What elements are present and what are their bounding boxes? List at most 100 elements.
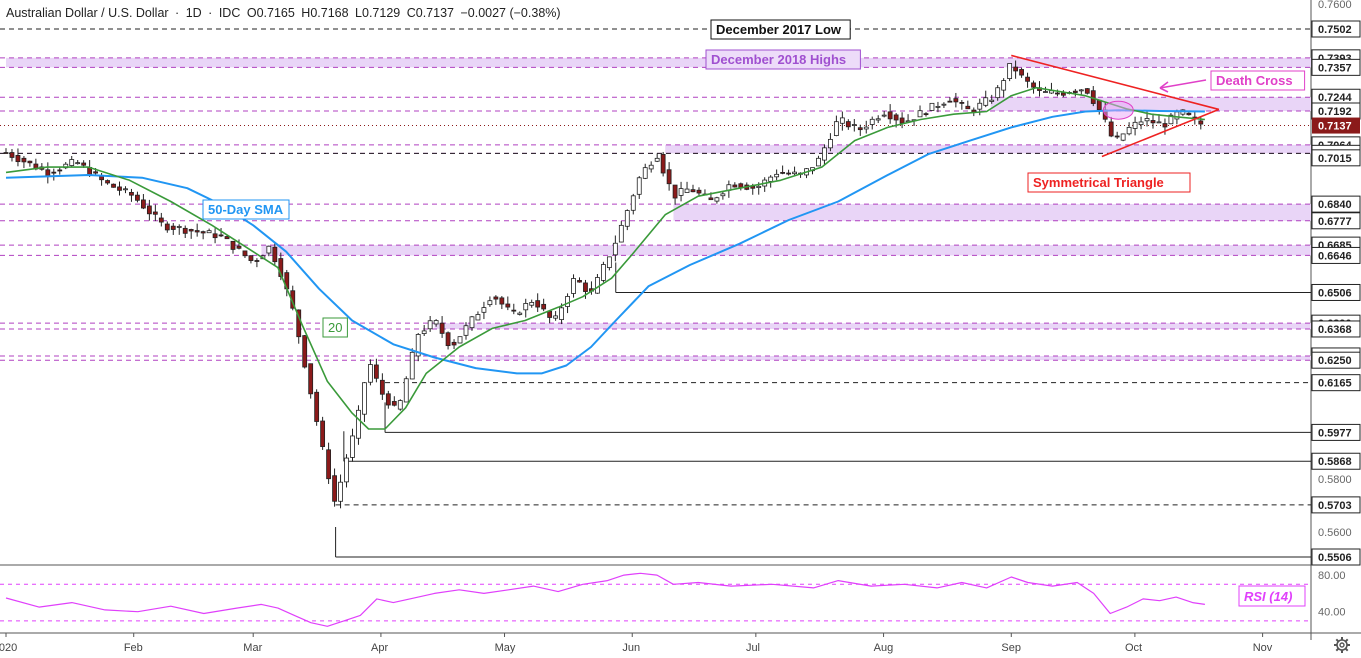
- time-axis-label: Sep: [1001, 642, 1021, 654]
- low-value: L0.7129: [355, 6, 401, 20]
- candle-body: [248, 255, 254, 261]
- candle-body: [792, 171, 797, 175]
- death-cross-label: Death Cross: [1216, 73, 1293, 88]
- time-axis-label: Jun: [622, 642, 640, 654]
- candle-body: [170, 225, 176, 230]
- candle-body: [409, 351, 415, 380]
- candle-body: [272, 246, 278, 263]
- candle-body: [511, 309, 517, 312]
- candle-body: [577, 280, 582, 283]
- candle-body: [57, 169, 63, 172]
- price-axis-label: 0.6368: [1318, 324, 1352, 336]
- december-2017-low-label: December 2017 Low: [716, 22, 842, 37]
- candle-body: [146, 205, 152, 215]
- candle-body: [571, 278, 576, 294]
- candle-body: [642, 167, 648, 179]
- candle-body: [27, 160, 33, 164]
- candle-body: [666, 169, 672, 185]
- candle-body: [391, 401, 397, 406]
- candle-body: [624, 210, 630, 227]
- candle-body: [505, 303, 511, 308]
- price-axis-label: 0.6506: [1318, 287, 1352, 299]
- candle-body: [123, 188, 128, 191]
- candle-body: [839, 117, 845, 124]
- candle-body: [828, 138, 833, 149]
- candle-body: [612, 242, 618, 256]
- gear-icon[interactable]: [1333, 636, 1351, 654]
- candle-body: [129, 192, 134, 196]
- candle-body: [684, 188, 690, 193]
- candle-body: [3, 152, 9, 154]
- candle-body: [21, 157, 27, 163]
- candle-body: [672, 184, 678, 199]
- rsi-axis-label: 80.00: [1318, 570, 1346, 582]
- symbol-name: Australian Dollar / U.S. Dollar: [6, 6, 169, 20]
- price-axis-tag: [1311, 149, 1361, 167]
- sma-20-label: 20: [328, 320, 342, 335]
- candle-body: [547, 310, 553, 318]
- candle-body: [9, 152, 15, 158]
- candle-body: [206, 230, 212, 234]
- december-2017-low-label-box: [710, 19, 851, 40]
- candle-body: [356, 409, 361, 439]
- price-axis-tag: [1311, 374, 1361, 392]
- candle-body: [415, 334, 421, 357]
- candle-body: [732, 184, 738, 188]
- time-axis-label: Apr: [371, 642, 388, 654]
- candle-body: [1078, 89, 1084, 92]
- zone-band: [434, 323, 1312, 329]
- zone-band: [459, 355, 1311, 361]
- candle-body: [959, 102, 965, 104]
- rsi-axis-label: 40.00: [1318, 607, 1346, 619]
- candle-body: [947, 100, 953, 103]
- candle-body: [397, 400, 403, 410]
- price-axis-label: 0.6165: [1318, 378, 1352, 390]
- candle-body: [1025, 76, 1030, 82]
- candle-body: [1019, 69, 1024, 76]
- candle-body: [403, 378, 409, 403]
- time-axis-label: Jul: [746, 642, 760, 654]
- price-axis-label: 0.7192: [1318, 106, 1352, 118]
- candle-body: [350, 435, 355, 458]
- price-axis-label: 0.5506: [1318, 552, 1352, 564]
- candle-body: [851, 124, 857, 126]
- price-axis-tag: [1311, 423, 1361, 441]
- price-axis-label: 0.7393: [1318, 53, 1352, 65]
- interval: 1D: [185, 6, 202, 20]
- candle-body: [152, 211, 158, 215]
- candle-body: [1120, 133, 1126, 141]
- candle-body: [541, 303, 547, 310]
- candle-body: [194, 230, 200, 233]
- price-axis-tag: [1311, 351, 1361, 369]
- candle-body: [344, 457, 349, 483]
- candle-body: [989, 99, 995, 102]
- candle-body: [630, 195, 636, 211]
- candle-body: [941, 103, 947, 106]
- price-axis-tag: [1311, 58, 1361, 76]
- price-axis-label: 0.7244: [1318, 92, 1353, 104]
- candle-body: [182, 227, 188, 234]
- candle-body: [660, 153, 666, 174]
- candle-body: [451, 341, 457, 346]
- candle-body: [1186, 112, 1192, 116]
- zone-band: [6, 57, 1311, 68]
- price-axis-tag: [1311, 452, 1361, 470]
- time-axis-label: May: [495, 642, 516, 654]
- candle-body: [1114, 135, 1120, 138]
- candle-body: [1150, 120, 1156, 124]
- price-axis-tag: [1311, 20, 1361, 38]
- sma-50-label: 50-Day SMA: [208, 202, 284, 217]
- last-price-tag: [1312, 117, 1360, 134]
- price-axis-label: 0.5868: [1318, 456, 1352, 468]
- candle-body: [135, 194, 140, 201]
- zone-band: [990, 97, 1311, 112]
- candle-body: [188, 229, 194, 232]
- data-source: IDC: [218, 6, 241, 20]
- candle-body: [857, 127, 863, 131]
- candle-body: [756, 185, 762, 188]
- death-cross-arrowhead: [1159, 81, 1169, 93]
- candle-body: [714, 197, 720, 202]
- candle-body: [111, 183, 116, 188]
- candle-body: [158, 217, 164, 223]
